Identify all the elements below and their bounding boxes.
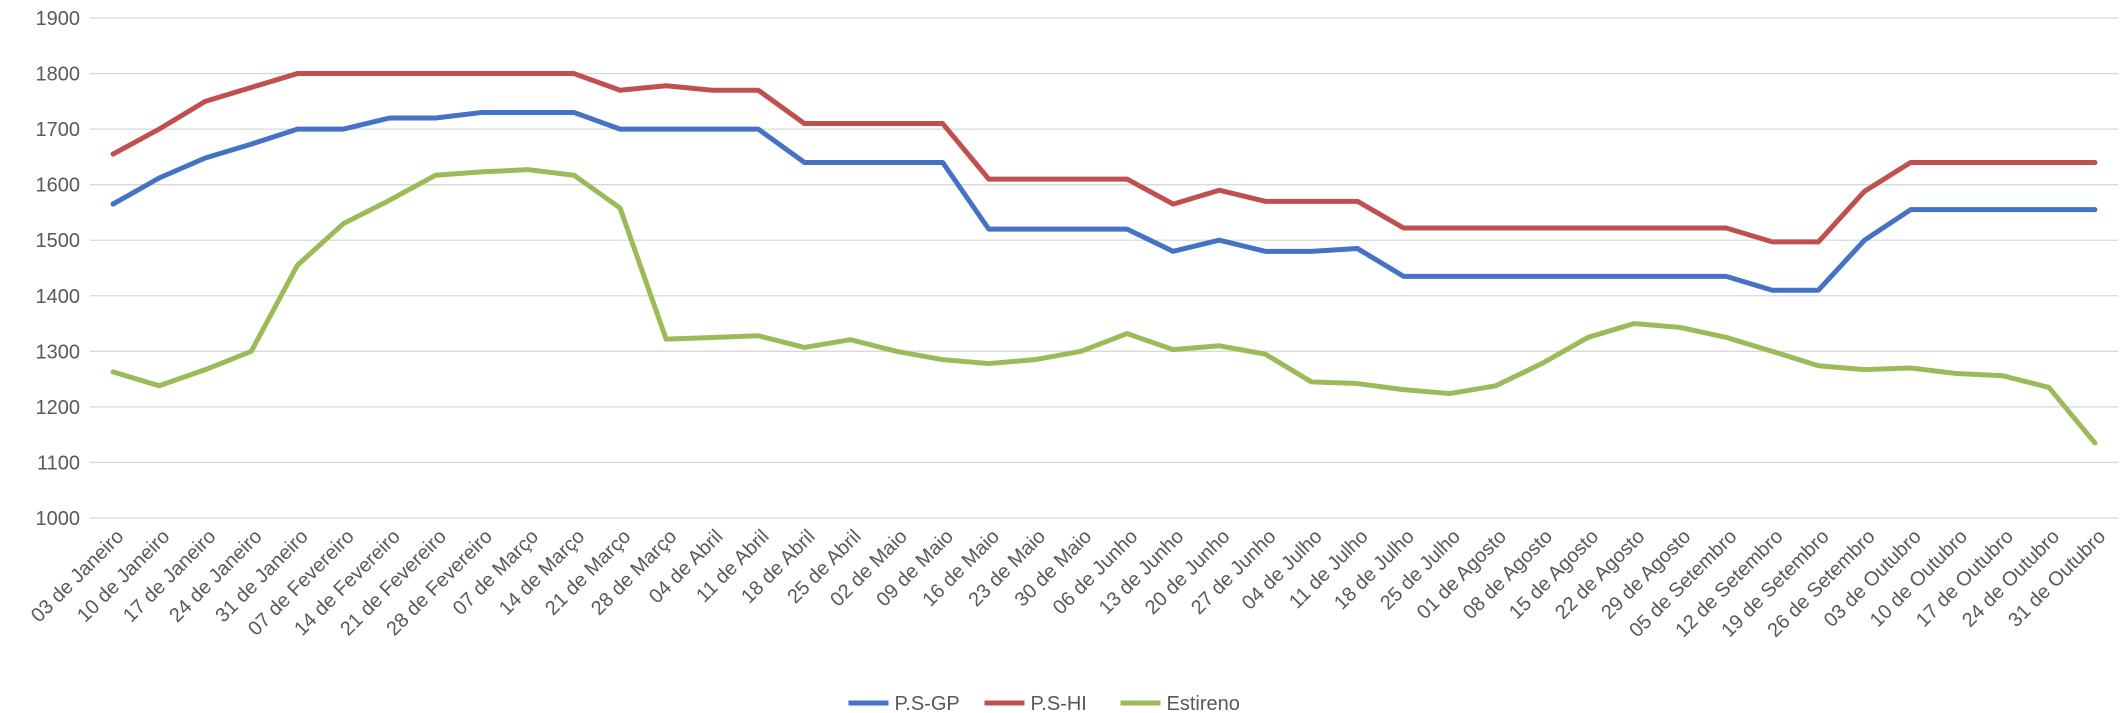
- y-tick-label: 1900: [36, 8, 81, 30]
- y-tick-label: 1100: [37, 452, 80, 474]
- legend-label: P.S-GP: [895, 693, 960, 713]
- series-line: [110, 71, 2098, 245]
- series-line: [110, 167, 2098, 446]
- series-line: [110, 109, 2098, 293]
- y-tick-label: 1800: [36, 64, 81, 86]
- y-tick-label: 1200: [36, 397, 81, 419]
- y-tick-label: 1400: [36, 286, 81, 308]
- y-tick-label: 1300: [36, 341, 81, 363]
- y-tick-label: 1500: [36, 230, 81, 252]
- legend-label: P.S-HI: [1031, 693, 1087, 713]
- y-tick-label: 1700: [36, 119, 81, 141]
- legend-label: Estireno: [1167, 693, 1240, 713]
- y-tick-label: 1600: [36, 175, 81, 197]
- y-tick-label: 1000: [36, 508, 81, 530]
